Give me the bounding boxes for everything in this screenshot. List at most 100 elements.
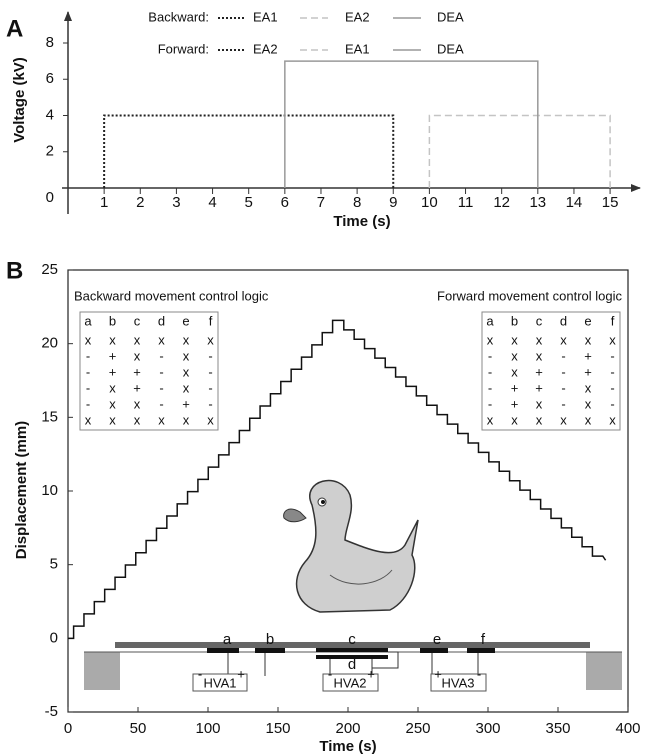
y-tick-label: -5 — [45, 703, 58, 720]
table-box — [79, 311, 219, 431]
table-cell: + — [511, 380, 519, 395]
table-title: Forward movement control logic — [437, 288, 622, 303]
y-tick-label: 15 — [41, 408, 58, 425]
table-cell: x — [207, 332, 214, 347]
support — [586, 652, 622, 690]
x-tick-label: 13 — [529, 194, 546, 211]
table-cell: x — [511, 412, 518, 427]
table-header: b — [511, 313, 518, 328]
x-tick-label: 100 — [195, 720, 220, 737]
table-cell: - — [159, 396, 163, 411]
table-header: e — [584, 313, 591, 328]
y-tick-label: 0 — [46, 189, 54, 206]
panel-label: A — [6, 15, 23, 42]
actuator-diagram — [84, 479, 622, 692]
table-cell: + — [133, 380, 141, 395]
y-tick-label: 4 — [46, 106, 54, 123]
table-cell: x — [536, 332, 543, 347]
table-cell: x — [585, 332, 592, 347]
table-cell: + — [584, 364, 592, 379]
duck-wing — [329, 569, 393, 585]
supply-sign: + — [434, 666, 442, 681]
y-tick-label: 6 — [46, 70, 54, 87]
table-header: d — [158, 313, 165, 328]
y-tick-label: 20 — [41, 335, 58, 352]
legend-entry: EA1 — [253, 9, 278, 24]
x-tick-label: 3 — [172, 194, 180, 211]
x-tick-label: 7 — [317, 194, 325, 211]
table-box — [481, 311, 621, 431]
table-cell: x — [158, 332, 165, 347]
table-cell: - — [86, 380, 90, 395]
table-cell: - — [208, 380, 212, 395]
table-cell: - — [561, 348, 565, 363]
table-cell: x — [109, 412, 116, 427]
table-cell: x — [183, 412, 190, 427]
table-cell: - — [610, 396, 614, 411]
duck-beak — [283, 508, 307, 523]
table-header: e — [182, 313, 189, 328]
legend-entry: EA1 — [345, 41, 370, 56]
table-cell: - — [159, 348, 163, 363]
table-header: c — [134, 313, 141, 328]
legend-label: Backward: — [148, 9, 209, 24]
table-cell: + — [535, 380, 543, 395]
supply-sign: - — [477, 666, 481, 681]
table-header: a — [486, 313, 494, 328]
x-axis-title: Time (s) — [333, 213, 390, 230]
table-cell: - — [610, 364, 614, 379]
x-tick-label: 14 — [566, 194, 583, 211]
table-cell: x — [585, 380, 592, 395]
table-cell: - — [208, 348, 212, 363]
table-cell: - — [561, 380, 565, 395]
electrode — [207, 648, 239, 653]
electrode-label: a — [223, 631, 232, 648]
electrode — [316, 655, 388, 659]
duck-pupil — [321, 500, 325, 504]
table-cell: - — [488, 380, 492, 395]
electrode-label: d — [348, 656, 356, 673]
table-cell: x — [609, 332, 616, 347]
table-cell: - — [610, 380, 614, 395]
table-cell: x — [183, 332, 190, 347]
table-cell: + — [109, 348, 117, 363]
y-tick-label: 8 — [46, 34, 54, 51]
x-tick-label: 10 — [421, 194, 438, 211]
electrode-label: e — [433, 631, 441, 648]
table-cell: - — [159, 364, 163, 379]
table-cell: - — [488, 396, 492, 411]
table-cell: - — [561, 364, 565, 379]
table-cell: x — [207, 412, 214, 427]
table-cell: - — [561, 396, 565, 411]
x-tick-label: 6 — [281, 194, 289, 211]
y-tick-label: 2 — [46, 143, 54, 160]
table-cell: x — [134, 396, 141, 411]
x-tick-label: 300 — [475, 720, 500, 737]
table-cell: x — [511, 364, 518, 379]
electrode — [467, 648, 495, 653]
table-cell: x — [109, 380, 116, 395]
table-header: a — [84, 313, 92, 328]
data-line — [103, 114, 395, 188]
electrode-label: c — [348, 631, 356, 648]
table-cell: x — [609, 412, 616, 427]
table-cell: x — [560, 332, 567, 347]
table-cell: x — [511, 348, 518, 363]
x-tick-label: 15 — [602, 194, 619, 211]
supply-sign: + — [367, 666, 375, 681]
data-line — [428, 114, 611, 188]
table-cell: x — [183, 364, 190, 379]
table-cell: + — [535, 364, 543, 379]
table-header: b — [109, 313, 116, 328]
table-cell: x — [585, 412, 592, 427]
data-line — [284, 60, 539, 188]
table-cell: x — [158, 412, 165, 427]
electrode — [255, 648, 285, 653]
y-axis-title: Displacement (mm) — [13, 421, 30, 559]
table-header: d — [560, 313, 567, 328]
table-cell: x — [487, 332, 494, 347]
table-title: Backward movement control logic — [74, 288, 269, 303]
y-tick-label: 25 — [41, 261, 58, 278]
table-cell: x — [109, 396, 116, 411]
